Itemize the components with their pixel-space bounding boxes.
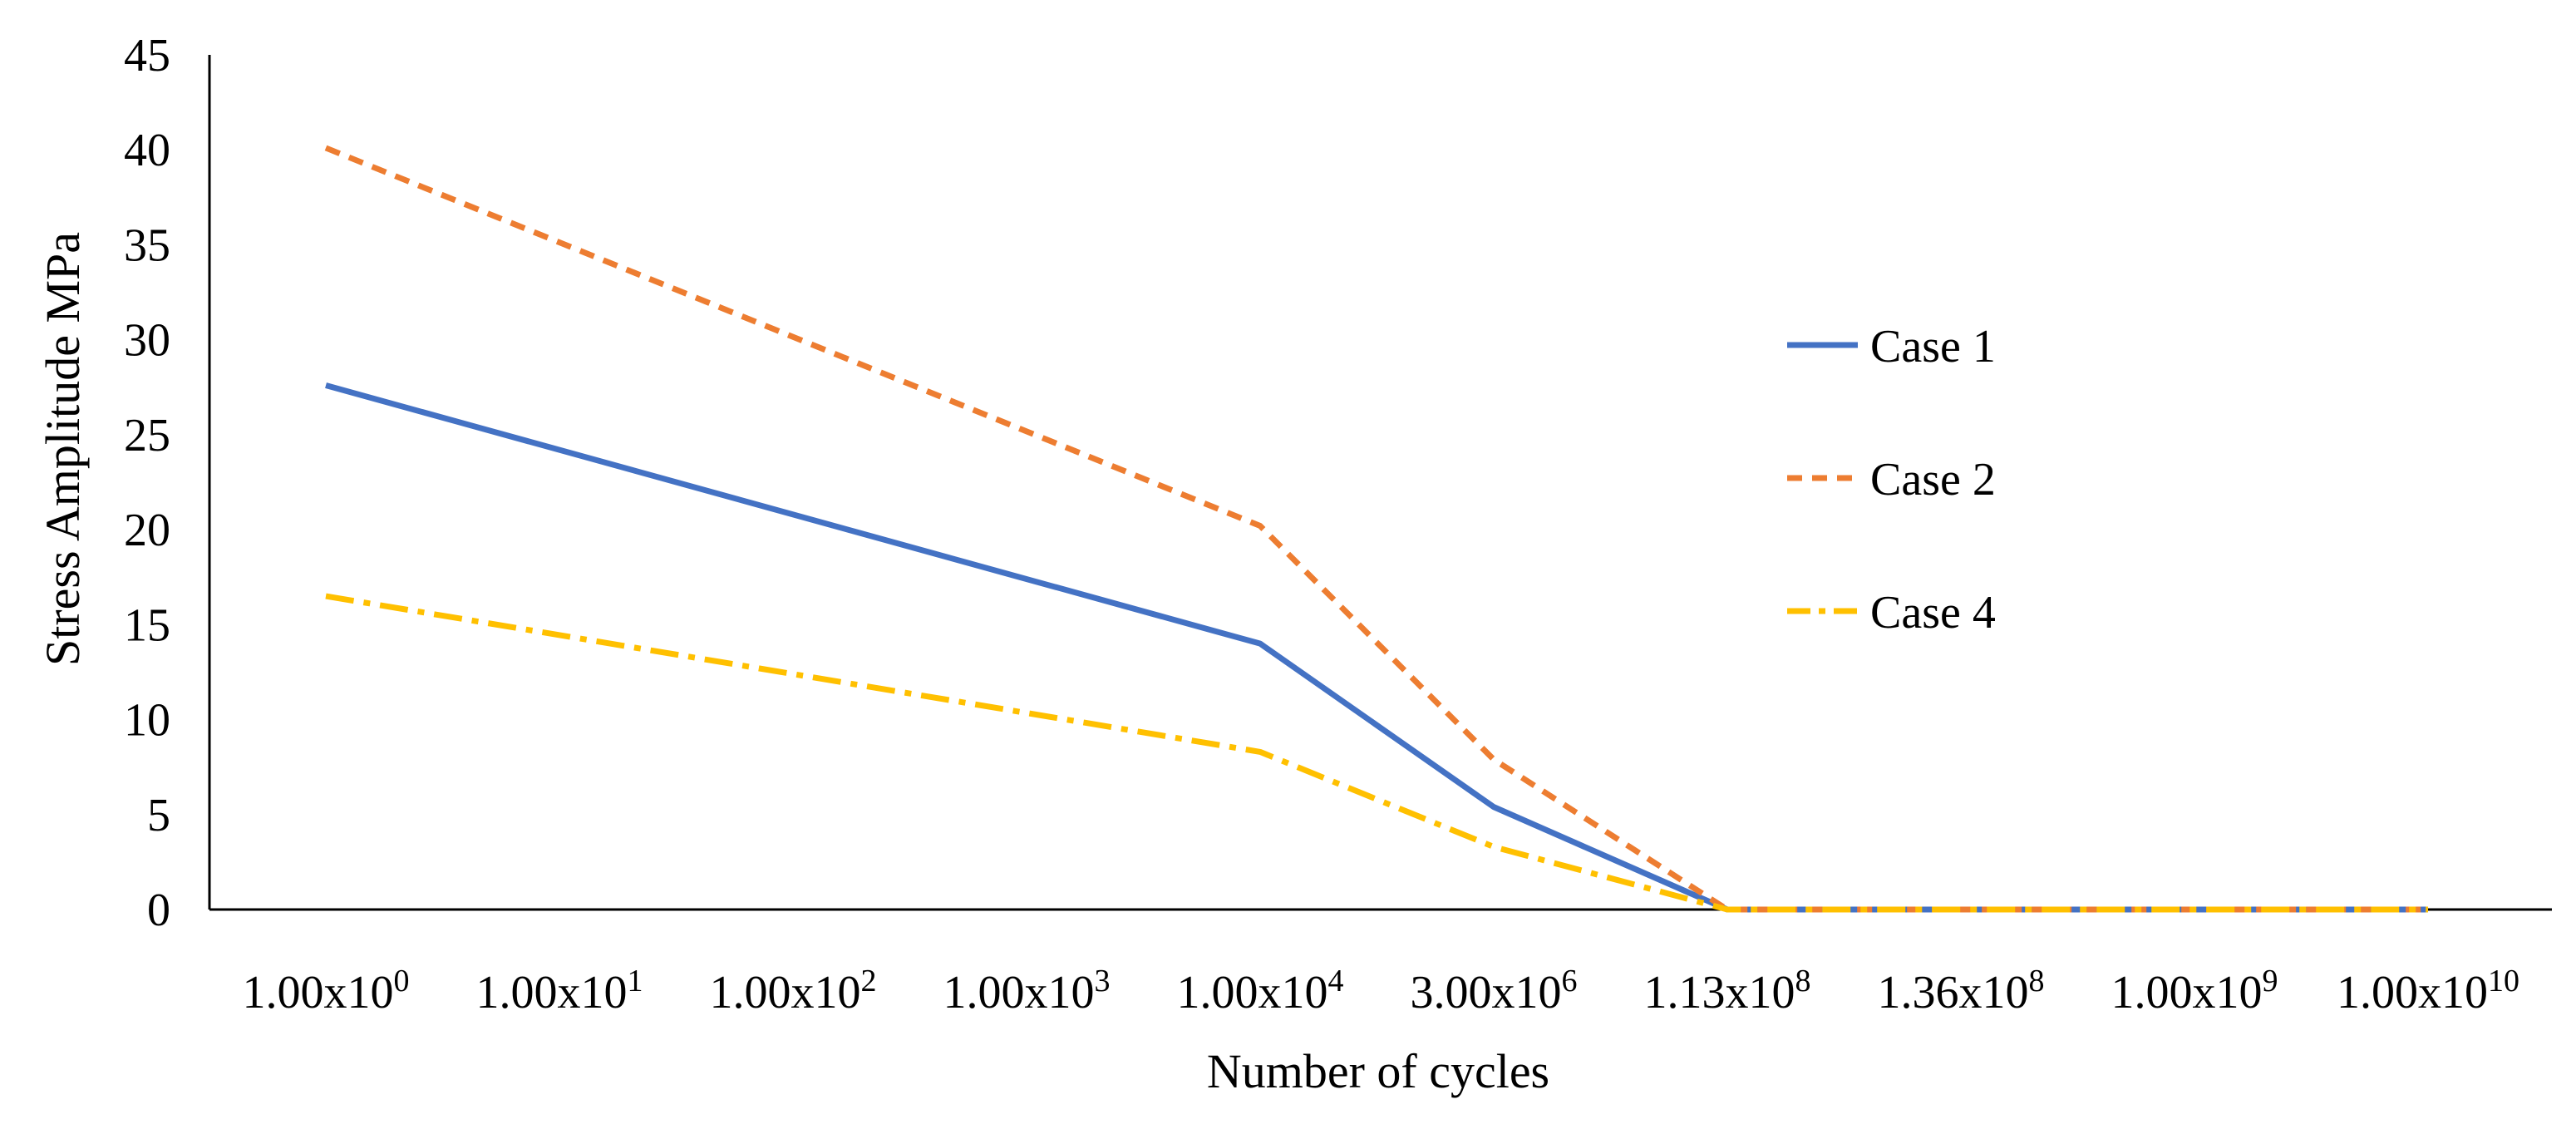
y-tick-label: 15 <box>124 599 170 651</box>
legend-label: Case 4 <box>1870 587 1996 638</box>
y-tick-label: 35 <box>124 219 170 271</box>
legend: Case 1 Case 2 Case 4 <box>1787 321 1996 638</box>
x-tick-label: 1.13x108 <box>1644 964 1811 1018</box>
legend-label: Case 1 <box>1870 321 1996 372</box>
y-tick-label: 20 <box>124 505 170 556</box>
legend-label: Case 2 <box>1870 454 1996 505</box>
x-tick-label: 3.00x106 <box>1411 964 1578 1018</box>
series-line-case-4 <box>325 593 2428 913</box>
x-axis-ticks: 1.00x100 1.00x101 1.00x102 1.00x103 1.00x104… <box>243 964 2520 1018</box>
y-tick-label: 45 <box>124 30 170 81</box>
y-tick-label: 10 <box>124 695 170 747</box>
y-axis-ticks: 0 5 10 15 20 25 30 35 40 45 <box>124 30 170 936</box>
series-line-case-1 <box>325 382 2428 913</box>
y-tick-label: 0 <box>147 885 170 936</box>
y-tick-label: 5 <box>147 790 170 841</box>
x-tick-label: 1.00x101 <box>476 964 643 1018</box>
series-group <box>324 145 2428 913</box>
x-tick-label: 1.00x109 <box>2111 964 2278 1018</box>
x-tick-label: 1.00x103 <box>943 964 1111 1018</box>
x-axis-label: Number of cycles <box>1207 1044 1549 1098</box>
y-tick-label: 30 <box>124 315 170 367</box>
y-tick-label: 40 <box>124 125 170 176</box>
x-tick-label: 1.36x108 <box>1878 964 2045 1018</box>
x-tick-label: 1.00x1010 <box>2337 964 2519 1018</box>
y-tick-label: 25 <box>124 410 170 461</box>
x-tick-label: 1.00x100 <box>243 964 410 1018</box>
x-tick-label: 1.00x104 <box>1177 964 1344 1018</box>
x-tick-label: 1.00x102 <box>710 964 877 1018</box>
y-axis-label: Stress Amplitude MPa <box>36 232 90 666</box>
series-line-case-2 <box>324 145 2428 913</box>
